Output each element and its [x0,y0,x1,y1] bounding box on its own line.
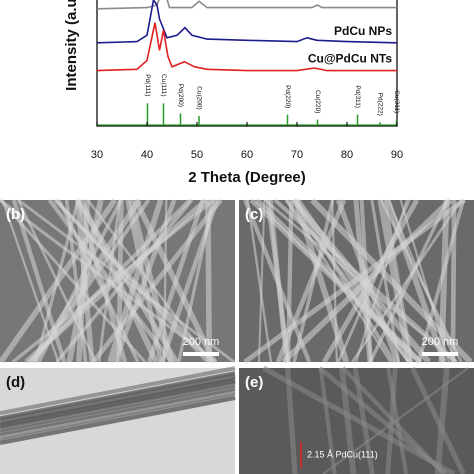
texture [97,199,121,363]
texture [379,199,463,363]
texture [331,199,338,363]
texture [341,366,446,474]
texture [368,199,449,363]
texture [285,367,298,474]
legend-label: Cu@PdCu NTs [308,52,392,66]
reference-label: Pd(311) [354,85,361,108]
texture [246,199,273,363]
texture [0,377,236,430]
x-axis-label: 2 Theta (Degree) [188,169,306,186]
panel-label: (d) [6,374,25,391]
reference-label: Cu(220) [314,90,321,113]
texture [147,199,205,363]
y-axis-label: Intensity (a.u.) [63,0,80,91]
x-tick-label: 90 [391,149,403,161]
reference-label: Cu(111) [160,74,167,97]
reference-label: Pd(222) [376,93,383,116]
x-tick-label: 40 [141,149,153,161]
x-tick-label: 80 [341,149,353,161]
texture [318,367,337,474]
texture [384,199,447,363]
reference-label: Cu(311) [393,90,400,113]
texture [0,371,236,424]
texture [0,199,147,363]
texture [0,366,236,416]
x-tick-label: 70 [291,149,303,161]
texture [91,198,223,364]
texture [17,198,235,364]
texture [112,199,177,363]
legend-label: Cu NWs [346,0,392,3]
scale-bar [422,352,458,356]
texture [257,199,266,363]
texture [265,199,291,363]
texture [177,199,215,363]
x-tick-label: 50 [191,149,203,161]
texture [0,198,118,364]
scale-bar [183,352,219,356]
scale-bar-label: 200 nm [422,336,459,348]
x-tick-label: 30 [91,149,103,161]
reference-label: Cu(200) [195,86,202,109]
texture [254,198,423,364]
texture [310,197,473,365]
reference-label: Pd(200) [177,84,184,107]
x-tick-label: 60 [241,149,253,161]
texture [54,198,209,364]
reference-label: Pd(111) [144,74,151,96]
texture [450,199,457,363]
texture [0,388,236,440]
panel-label: (c) [245,206,263,223]
texture [262,365,456,474]
texture [273,198,458,364]
texture [386,367,409,474]
panel-label: (b) [6,206,25,223]
scale-bar-label: 200 nm [183,336,220,348]
panel-label: (e) [245,374,263,391]
reference-label: Pd(220) [284,85,291,108]
micrographs: (b) 200 nm (c) 200 nm (d) (e) 2.15 Å PdCu(111) [0,197,474,474]
texture [0,385,236,436]
texture [0,382,236,433]
texture [292,199,396,363]
series-line [97,22,397,72]
legend-label: PdCu NPs [334,24,392,38]
texture [128,199,175,363]
texture [290,198,432,364]
texture [24,198,208,364]
texture [410,366,466,474]
annotation: 2.15 Å PdCu(111) [307,449,378,459]
texture [86,199,212,363]
series-line [97,0,397,44]
texture [0,393,236,446]
texture [1,199,60,363]
